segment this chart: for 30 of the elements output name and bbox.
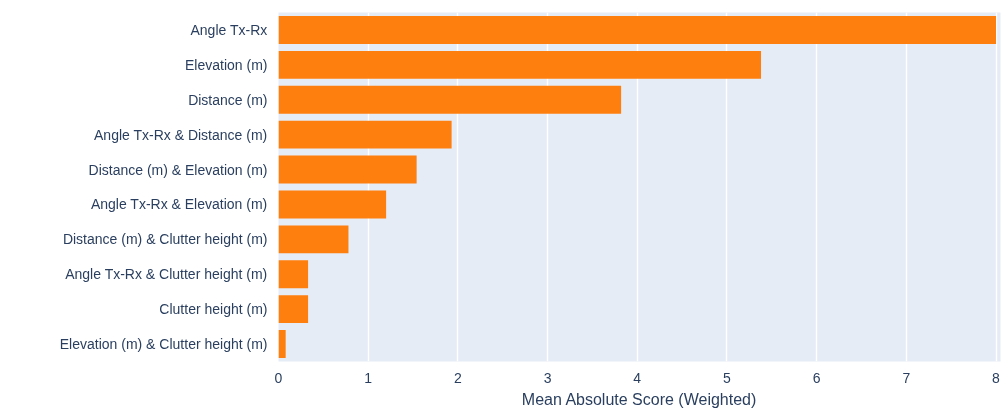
- x-tick-label: 6: [812, 369, 821, 386]
- x-tick-label: 1: [364, 369, 373, 386]
- y-tick-label: Clutter height (m): [159, 301, 268, 318]
- bar: [278, 225, 349, 254]
- x-tick-label: 3: [543, 369, 552, 386]
- x-tick-label: 5: [723, 369, 732, 386]
- x-tick-label: 7: [902, 369, 911, 386]
- y-tick-label: Angle Tx-Rx & Distance (m): [94, 126, 268, 143]
- y-tick-label: Distance (m) & Elevation (m): [88, 161, 268, 178]
- bar: [278, 85, 622, 114]
- bar: [278, 190, 387, 219]
- bar: [278, 120, 452, 149]
- y-tick-label: Elevation (m): [185, 56, 268, 73]
- y-tick-label: Distance (m) & Clutter height (m): [62, 231, 268, 248]
- y-tick-label: Angle Tx-Rx & Elevation (m): [90, 196, 268, 213]
- bar: [278, 15, 997, 44]
- x-tick-label: 8: [992, 369, 1001, 386]
- x-tick-label: 0: [274, 369, 283, 386]
- x-axis-title: Mean Absolute Score (Weighted): [521, 390, 757, 408]
- bar: [278, 295, 309, 324]
- x-tick-label: 4: [633, 369, 642, 386]
- x-tick-label: 2: [453, 369, 462, 386]
- bar: [278, 50, 762, 79]
- y-tick-label: Distance (m): [188, 91, 268, 108]
- y-tick-label: Elevation (m) & Clutter height (m): [59, 336, 268, 353]
- bar: [278, 155, 417, 184]
- y-tick-label: Angle Tx-Rx & Clutter height (m): [65, 266, 268, 283]
- bar: [278, 330, 286, 359]
- y-tick-label: Angle Tx-Rx: [190, 21, 268, 38]
- bar: [278, 260, 309, 289]
